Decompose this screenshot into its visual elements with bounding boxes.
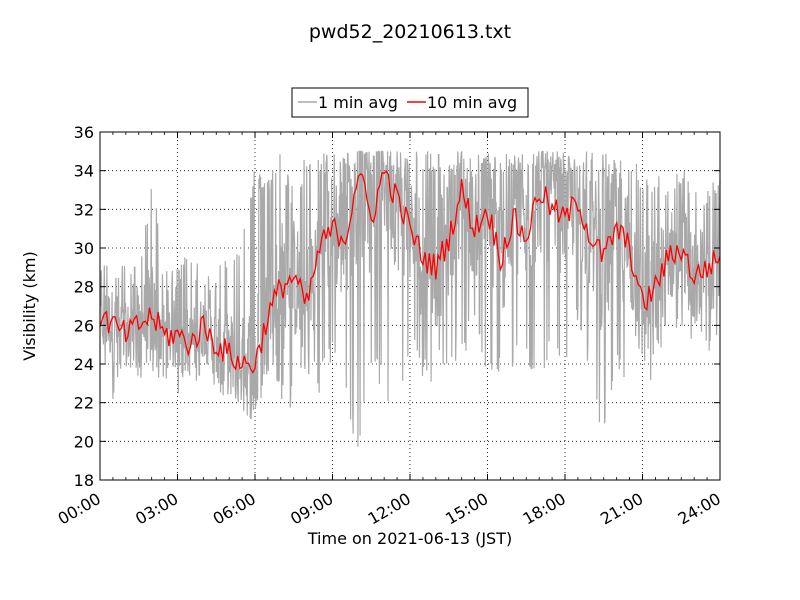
y-tick-label: 30 xyxy=(74,239,94,258)
x-tick-label: 21:00 xyxy=(597,489,646,529)
legend: 1 min avg 10 min avg xyxy=(292,88,528,117)
y-tick-label: 24 xyxy=(74,355,94,374)
x-tick-label: 06:00 xyxy=(210,489,259,529)
y-tick-label: 26 xyxy=(74,316,94,335)
y-tick-label: 34 xyxy=(74,162,94,181)
x-tick-label: 24:00 xyxy=(675,489,724,529)
y-tick-label: 20 xyxy=(74,432,94,451)
y-tick-label: 28 xyxy=(74,278,94,297)
legend-label-1-min-avg: 1 min avg xyxy=(318,93,398,112)
x-tick-label: 15:00 xyxy=(442,489,491,529)
y-tick-label: 22 xyxy=(74,394,94,413)
x-tick-label: 00:00 xyxy=(55,489,104,529)
x-tick-label: 09:00 xyxy=(287,489,336,529)
y-tick-label: 32 xyxy=(74,200,94,219)
x-tick-label: 18:00 xyxy=(520,489,569,529)
y-tick-label: 18 xyxy=(74,471,94,490)
y-tick-label: 36 xyxy=(74,123,94,142)
legend-label-10-min-avg: 10 min avg xyxy=(427,93,517,112)
chart-title: pwd52_20210613.txt xyxy=(309,21,511,43)
x-axis-label: Time on 2021-06-13 (JST) xyxy=(307,529,512,548)
x-tick-label: 12:00 xyxy=(365,489,414,529)
grid-lines xyxy=(100,132,720,480)
y-axis-label: Visibility (km) xyxy=(20,251,39,360)
x-tick-label: 03:00 xyxy=(132,489,181,529)
